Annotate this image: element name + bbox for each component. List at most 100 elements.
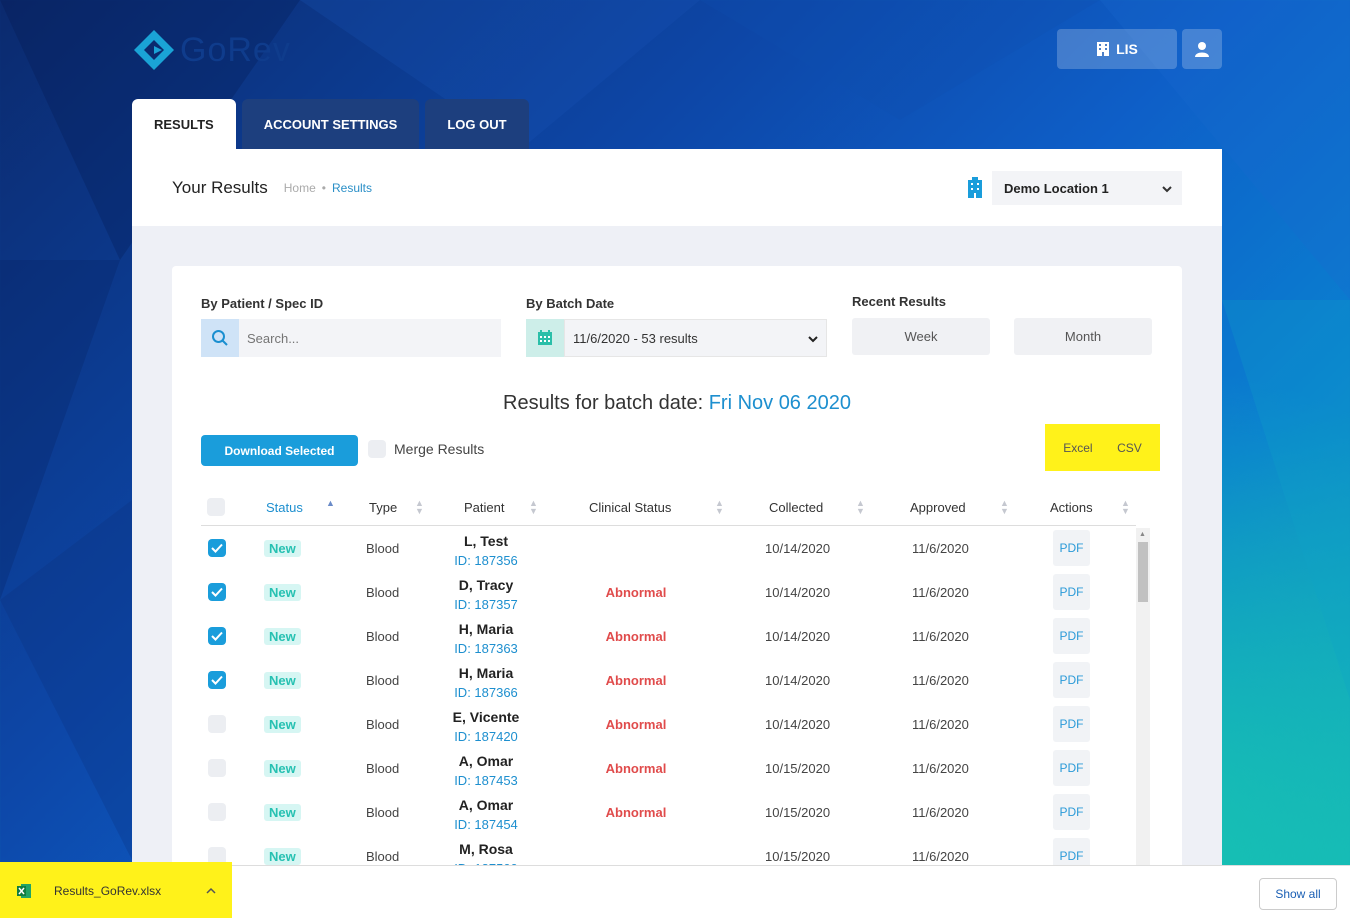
status-badge: New	[264, 540, 301, 557]
patient-name[interactable]: D, Tracy	[458, 577, 514, 593]
patient-cell: A, Omar ID: 187454	[436, 795, 536, 835]
scroll-up-icon[interactable]: ▲	[1139, 531, 1146, 538]
column-status[interactable]: Status	[266, 499, 303, 515]
pdf-button[interactable]: PDF	[1053, 662, 1090, 698]
pdf-button[interactable]: PDF	[1053, 706, 1090, 742]
row-checkbox[interactable]	[208, 627, 226, 645]
column-patient[interactable]: Patient	[464, 499, 505, 515]
csv-export-button[interactable]: CSV	[1117, 440, 1142, 455]
excel-export-button[interactable]: Excel	[1063, 440, 1093, 455]
breadcrumb: Home • Results	[284, 181, 372, 195]
patient-filter-label: By Patient / Spec ID	[201, 296, 324, 311]
table-row[interactable]: New Blood A, Omar ID: 187454 Abnormal 10/15/2…	[201, 790, 1136, 834]
search-input[interactable]	[239, 319, 501, 357]
pdf-button[interactable]: PDF	[1053, 530, 1090, 566]
status-badge: New	[264, 672, 301, 689]
table-row[interactable]: New Blood D, Tracy ID: 187357 Abnormal 10/14/…	[201, 570, 1136, 614]
patient-cell: H, Maria ID: 187363	[436, 619, 536, 659]
download-selected-button[interactable]: Download Selected	[201, 435, 358, 466]
sort-icon[interactable]: ▲ ▼	[529, 498, 538, 516]
collected-date: 10/14/2020	[765, 717, 831, 732]
tab-account-settings[interactable]: ACCOUNT SETTINGS	[241, 99, 420, 149]
row-checkbox[interactable]	[208, 539, 226, 557]
column-approved[interactable]: Approved	[910, 499, 966, 515]
specimen-type: Blood	[366, 585, 400, 600]
row-checkbox[interactable]	[208, 583, 226, 601]
location-dropdown[interactable]: Demo Location 1	[992, 171, 1182, 205]
month-button[interactable]: Month	[1014, 318, 1152, 355]
sort-icon[interactable]: ▲ ▼	[415, 498, 424, 516]
chevron-down-icon	[808, 331, 818, 346]
clinical-status: Abnormal	[605, 717, 667, 732]
download-item[interactable]: Results_GoRev.xlsx	[0, 862, 232, 918]
table-row[interactable]: New Blood A, Omar ID: 187453 Abnormal 10/15/2…	[201, 746, 1136, 790]
pdf-button[interactable]: PDF	[1053, 574, 1090, 610]
merge-results-toggle[interactable]: Merge Results	[368, 440, 484, 458]
recent-results-label: Recent Results	[852, 294, 946, 309]
sort-asc-icon[interactable]: ▲	[326, 498, 335, 508]
row-checkbox[interactable]	[208, 759, 226, 777]
patient-name[interactable]: A, Omar	[458, 753, 514, 769]
pdf-button[interactable]: PDF	[1053, 794, 1090, 830]
column-type[interactable]: Type	[369, 499, 398, 515]
batch-date-select[interactable]: 11/6/2020 - 53 results	[564, 319, 827, 357]
scrollbar-thumb[interactable]	[1138, 542, 1148, 602]
week-button[interactable]: Week	[852, 318, 990, 355]
pdf-button[interactable]: PDF	[1053, 618, 1090, 654]
patient-id[interactable]: ID: 187357	[454, 597, 518, 612]
tab-results[interactable]: RESULTS	[132, 99, 236, 149]
table-row[interactable]: New Blood L, Test ID: 187356 10/14/2020 11/6/…	[201, 526, 1136, 570]
patient-id[interactable]: ID: 187363	[454, 641, 518, 656]
column-collected[interactable]: Collected	[769, 499, 824, 515]
patient-id[interactable]: ID: 187356	[454, 553, 518, 568]
patient-id[interactable]: ID: 187454	[454, 817, 518, 832]
location-selector[interactable]: Demo Location 1	[962, 171, 1182, 205]
status-badge: New	[264, 760, 301, 777]
patient-id[interactable]: ID: 187453	[454, 773, 518, 788]
select-all-checkbox[interactable]	[207, 498, 225, 516]
column-clinical-status[interactable]: Clinical Status	[589, 499, 672, 515]
patient-cell: H, Maria ID: 187366	[436, 663, 536, 703]
batch-heading-date: Fri Nov 06 2020	[708, 392, 851, 414]
sort-icon[interactable]: ▲ ▼	[1121, 498, 1130, 516]
row-checkbox[interactable]	[208, 803, 226, 821]
show-all-button[interactable]: Show all	[1259, 878, 1337, 910]
sort-icon[interactable]: ▲ ▼	[1000, 498, 1009, 516]
patient-name[interactable]: H, Maria	[458, 621, 514, 637]
sort-icon[interactable]: ▲ ▼	[856, 498, 865, 516]
search-icon[interactable]	[201, 319, 239, 357]
patient-name[interactable]: H, Maria	[458, 665, 514, 681]
column-actions: Actions	[1050, 499, 1093, 515]
row-checkbox[interactable]	[208, 847, 226, 865]
table-scrollbar[interactable]: ▲	[1136, 528, 1150, 918]
patient-name[interactable]: M, Rosa	[459, 841, 513, 857]
patient-name[interactable]: E, Vicente	[452, 709, 520, 725]
chevron-up-icon[interactable]	[206, 884, 216, 898]
row-checkbox[interactable]	[208, 671, 226, 689]
gorev-logo[interactable]: GoRev	[132, 28, 291, 72]
row-checkbox[interactable]	[208, 715, 226, 733]
patient-id[interactable]: ID: 187420	[454, 729, 518, 744]
batch-date-filter[interactable]: 11/6/2020 - 53 results	[526, 319, 827, 357]
merge-results-checkbox[interactable]	[368, 440, 386, 458]
clinical-status: Abnormal	[605, 585, 667, 600]
results-card: By Patient / Spec ID By Batch Date 11/6/…	[172, 266, 1182, 918]
tab-log-out[interactable]: LOG OUT	[425, 99, 529, 149]
collected-date: 10/14/2020	[765, 629, 831, 644]
table-header: Status ▲ Type ▲ ▼ Patient ▲ ▼ Clinical Sta…	[201, 488, 1136, 526]
patient-id[interactable]: ID: 187366	[454, 685, 518, 700]
patient-name[interactable]: A, Omar	[458, 797, 514, 813]
pdf-button[interactable]: PDF	[1053, 750, 1090, 786]
table-row[interactable]: New Blood H, Maria ID: 187363 Abnormal 10/14/…	[201, 614, 1136, 658]
download-file-name: Results_GoRev.xlsx	[54, 883, 162, 898]
status-badge: New	[264, 804, 301, 821]
user-menu-button[interactable]	[1182, 29, 1222, 69]
patient-name[interactable]: L, Test	[463, 533, 509, 549]
batch-heading: Results for batch date: Fri Nov 06 2020	[172, 392, 1182, 415]
lis-button[interactable]: LIS	[1057, 29, 1177, 69]
table-row[interactable]: New Blood H, Maria ID: 187366 Abnormal 10/14/…	[201, 658, 1136, 702]
breadcrumb-home[interactable]: Home	[283, 180, 316, 195]
sort-icon[interactable]: ▲ ▼	[715, 498, 724, 516]
table-row[interactable]: New Blood E, Vicente ID: 187420 Abnormal 10/1…	[201, 702, 1136, 746]
